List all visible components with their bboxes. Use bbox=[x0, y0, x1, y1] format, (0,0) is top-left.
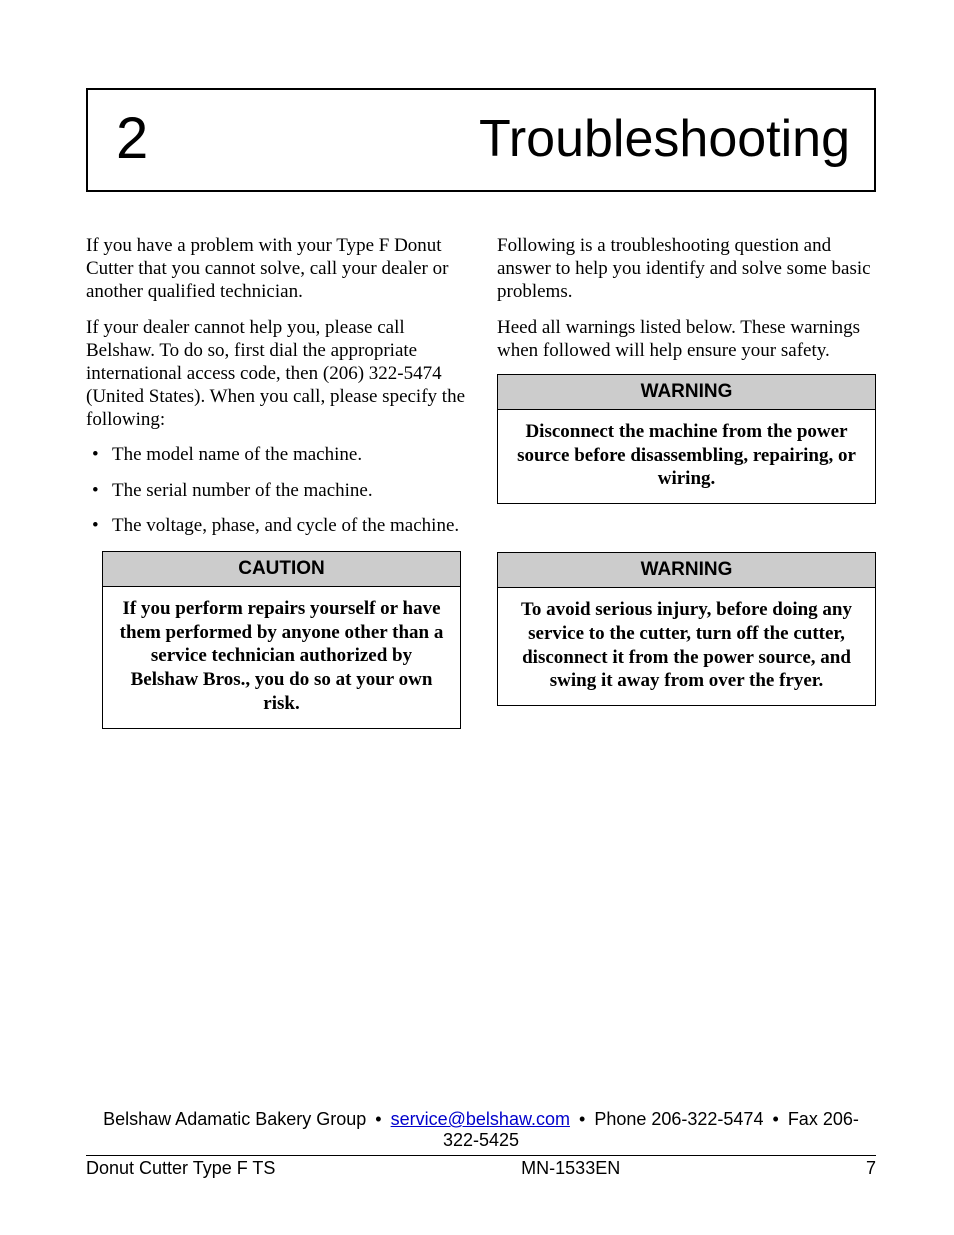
right-column: Following is a troubleshooting question … bbox=[497, 234, 876, 759]
specify-list: The model name of the machine. The seria… bbox=[86, 443, 465, 537]
chapter-header: 2 Troubleshooting bbox=[86, 88, 876, 192]
page-footer: Belshaw Adamatic Bakery Group • service@… bbox=[86, 1109, 876, 1179]
separator-icon: • bbox=[768, 1109, 782, 1129]
chapter-number: 2 bbox=[116, 110, 148, 168]
list-item: The model name of the machine. bbox=[112, 443, 465, 466]
list-item: The voltage, phase, and cycle of the mac… bbox=[112, 514, 465, 537]
warning-box-1: WARNING Disconnect the machine from the … bbox=[497, 374, 876, 504]
footer-email-link[interactable]: service@belshaw.com bbox=[391, 1109, 570, 1129]
footer-phone: Phone 206-322-5474 bbox=[594, 1109, 763, 1129]
chapter-title: Troubleshooting bbox=[479, 113, 850, 165]
footer-page-number: 7 bbox=[866, 1158, 876, 1179]
list-item: The serial number of the machine. bbox=[112, 479, 465, 502]
footer-company: Belshaw Adamatic Bakery Group bbox=[103, 1109, 366, 1129]
caution-box: CAUTION If you perform repairs yourself … bbox=[102, 551, 461, 729]
intro-paragraph-2: If your dealer cannot help you, please c… bbox=[86, 316, 465, 432]
warning-box-2: WARNING To avoid serious injury, before … bbox=[497, 552, 876, 706]
warning-body: To avoid serious injury, before doing an… bbox=[498, 588, 875, 705]
warning-body: Disconnect the machine from the power so… bbox=[498, 410, 875, 503]
separator-icon: • bbox=[371, 1109, 385, 1129]
intro-paragraph-1: If you have a problem with your Type F D… bbox=[86, 234, 465, 304]
footer-doc-number: MN-1533EN bbox=[521, 1158, 620, 1179]
caution-header: CAUTION bbox=[103, 552, 460, 587]
footer-doc-line: Donut Cutter Type F TS MN-1533EN 7 bbox=[86, 1156, 876, 1179]
warning-header: WARNING bbox=[498, 375, 875, 410]
right-paragraph-1: Following is a troubleshooting question … bbox=[497, 234, 876, 304]
left-column: If you have a problem with your Type F D… bbox=[86, 234, 465, 759]
footer-contact-line: Belshaw Adamatic Bakery Group • service@… bbox=[86, 1109, 876, 1156]
right-paragraph-2: Heed all warnings listed below. These wa… bbox=[497, 316, 876, 362]
warning-header: WARNING bbox=[498, 553, 875, 588]
footer-doc-title: Donut Cutter Type F TS bbox=[86, 1158, 275, 1179]
caution-body: If you perform repairs yourself or have … bbox=[103, 587, 460, 728]
content-columns: If you have a problem with your Type F D… bbox=[86, 234, 876, 759]
separator-icon: • bbox=[575, 1109, 589, 1129]
